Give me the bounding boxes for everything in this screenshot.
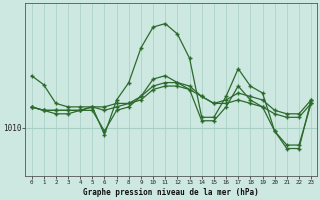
- X-axis label: Graphe pression niveau de la mer (hPa): Graphe pression niveau de la mer (hPa): [84, 188, 259, 197]
